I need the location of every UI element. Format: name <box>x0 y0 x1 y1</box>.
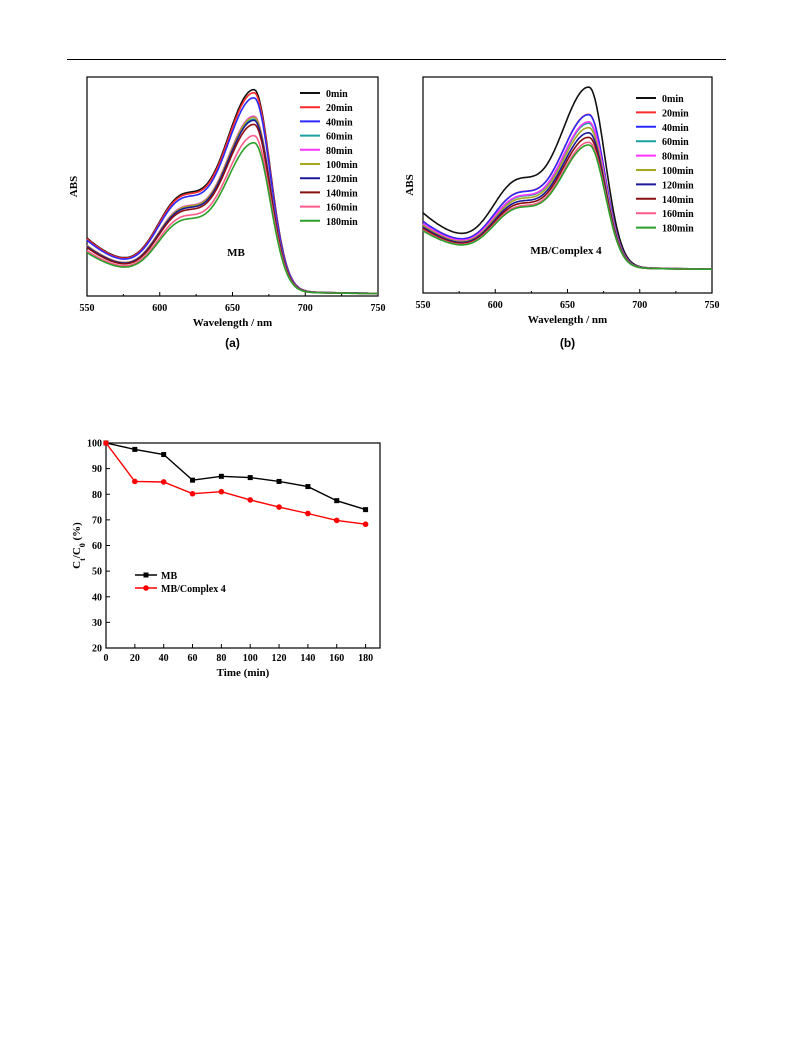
data-point-mb-complex4 <box>132 478 138 485</box>
y-tick-label: 70 <box>92 515 102 526</box>
data-point-mb <box>363 507 369 513</box>
legend-label-80min: 80min <box>326 146 353 157</box>
x-axis-title: Wavelength / nm <box>193 317 272 329</box>
y-tick-label: 90 <box>92 464 102 475</box>
x-tick-label: 20 <box>130 653 140 664</box>
y-axis-title: Ct/C0 (%) <box>71 522 87 569</box>
in-plot-label: MB/Complex 4 <box>530 245 602 257</box>
legend-label-100min: 100min <box>326 160 358 171</box>
spectrum-curve-180min <box>422 144 713 271</box>
series-line-mb <box>105 442 366 511</box>
y-tick-label: 100 <box>87 439 102 450</box>
x-tick-label: 550 <box>80 303 95 314</box>
y-axis-title: ABS <box>68 176 80 197</box>
x-tick-label: 140 <box>300 653 315 664</box>
data-point-mb <box>305 484 311 490</box>
legend-label-40min: 40min <box>326 117 353 128</box>
x-tick-label: 700 <box>632 300 647 311</box>
x-tick-label: 600 <box>488 300 503 311</box>
y-tick-label: 40 <box>92 592 102 603</box>
in-plot-label: MB <box>227 247 245 259</box>
x-tick-label: 750 <box>705 300 720 311</box>
legend-label-180min: 180min <box>326 217 358 228</box>
legend-label-0min: 0min <box>662 94 684 105</box>
legend-marker <box>143 572 149 578</box>
kinetics-panel: Ct/C0 (%) <box>71 440 381 649</box>
data-point-mb-complex4 <box>103 440 109 446</box>
spectrum-panel-a <box>86 76 379 297</box>
legend-label-160min: 160min <box>662 209 694 220</box>
legend-label-80min: 80min <box>662 152 689 163</box>
legend-label-160min: 160min <box>326 203 358 214</box>
legend-label-140min: 140min <box>326 188 358 199</box>
x-tick-label: 120 <box>272 653 287 664</box>
data-point-mb-complex4 <box>305 510 311 517</box>
x-tick-label: 60 <box>188 653 198 664</box>
y-tick-label: 60 <box>92 541 102 552</box>
legend-label-120min: 120min <box>662 180 694 191</box>
y-tick-label: 50 <box>92 567 102 578</box>
plot-frame <box>105 442 381 649</box>
spectrum-curve-180min <box>86 142 378 295</box>
x-tick-label: 160 <box>329 653 344 664</box>
panel-label: (b) <box>560 336 575 350</box>
data-point-mb-complex4 <box>160 479 167 485</box>
x-tick-label: 650 <box>560 300 575 311</box>
x-axis-title: Time (min) <box>217 667 270 679</box>
x-tick-label: 80 <box>216 653 226 664</box>
panel-label: (a) <box>225 336 240 350</box>
data-point-mb-complex4 <box>189 490 196 497</box>
data-point-mb <box>334 498 340 504</box>
data-point-mb <box>132 446 138 452</box>
y-tick-label: 20 <box>92 644 102 655</box>
legend-label: MB/Complex 4 <box>161 584 226 595</box>
legend-label-20min: 20min <box>662 108 689 119</box>
legend-label-20min: 20min <box>326 103 353 114</box>
x-axis-title: Wavelength / nm <box>528 314 607 326</box>
x-tick-label: 650 <box>225 303 240 314</box>
x-tick-label: 40 <box>159 653 169 664</box>
x-tick-label: 100 <box>243 653 258 664</box>
x-tick-label: 700 <box>298 303 313 314</box>
series-line-mb-complex4 <box>105 442 366 525</box>
spectrum-panel-b <box>422 76 713 294</box>
data-point-mb <box>276 478 282 484</box>
x-tick-label: 0 <box>104 653 109 664</box>
data-point-mb-complex4 <box>247 497 254 503</box>
x-tick-label: 600 <box>152 303 167 314</box>
legend-label-100min: 100min <box>662 166 694 177</box>
legend-marker <box>143 585 149 591</box>
y-tick-label: 80 <box>92 490 102 501</box>
data-point-mb-complex4 <box>333 517 340 524</box>
data-point-mb-complex4 <box>362 521 369 528</box>
data-point-mb <box>161 452 167 458</box>
y-tick-label: 30 <box>92 618 102 629</box>
legend-label: MB <box>161 571 177 582</box>
data-point-mb <box>247 475 253 481</box>
page-header-rule <box>67 59 726 60</box>
legend-label-40min: 40min <box>662 123 689 134</box>
data-point-mb-complex4 <box>276 504 282 510</box>
legend-label-60min: 60min <box>326 132 353 143</box>
legend-label-60min: 60min <box>662 137 689 148</box>
data-point-mb-complex4 <box>218 488 225 495</box>
y-axis-title: ABS <box>404 174 416 195</box>
data-point-mb <box>218 473 224 479</box>
x-tick-label: 750 <box>371 303 386 314</box>
legend-label-180min: 180min <box>662 224 694 235</box>
legend-label-0min: 0min <box>326 89 348 100</box>
x-tick-label: 550 <box>416 300 431 311</box>
data-point-mb <box>190 477 196 483</box>
legend-label-120min: 120min <box>326 174 358 185</box>
x-tick-label: 180 <box>358 653 373 664</box>
legend-label-140min: 140min <box>662 195 694 206</box>
